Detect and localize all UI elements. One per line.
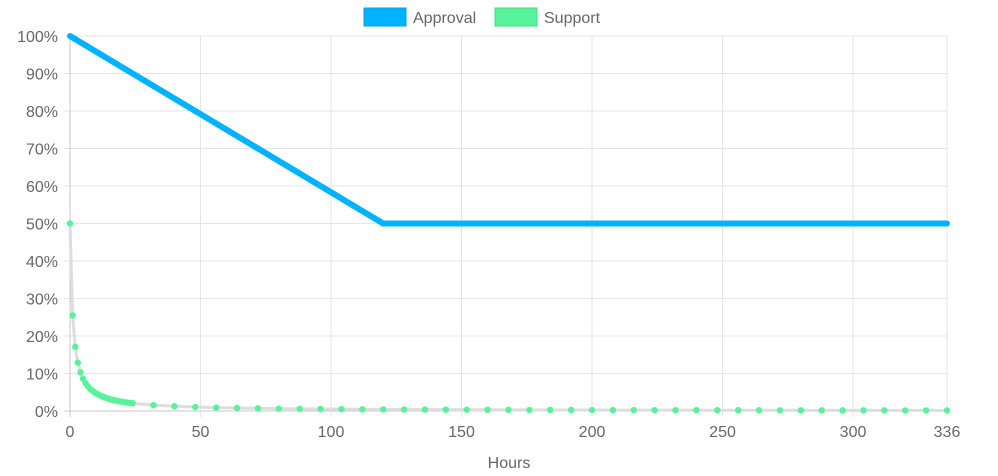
support-point	[463, 406, 470, 413]
y-tick-label: 40%	[26, 254, 58, 271]
support-point	[902, 407, 909, 414]
support-point	[69, 312, 76, 319]
support-point	[421, 406, 429, 413]
y-tick-label: 10%	[26, 367, 58, 384]
support-point	[72, 343, 79, 351]
support-point	[693, 406, 700, 414]
support-point	[776, 407, 784, 414]
support-point	[588, 406, 596, 414]
legend-label-approval[interactable]: Approval	[413, 10, 476, 27]
support-point	[74, 359, 82, 366]
support-point	[150, 401, 157, 409]
support-point	[275, 405, 283, 412]
support-point	[734, 407, 742, 414]
support-point	[296, 405, 303, 413]
support-point	[66, 220, 74, 227]
support-point	[818, 407, 825, 414]
support-point	[505, 406, 512, 414]
y-tick-label: 100%	[17, 29, 58, 46]
y-tick-label: 60%	[26, 179, 58, 196]
x-tick-label: 50	[192, 424, 210, 441]
support-point	[755, 407, 763, 414]
support-point	[254, 405, 262, 412]
support-line	[68, 223, 948, 412]
x-axis-label: Hours	[488, 455, 531, 472]
approval-line	[68, 33, 947, 227]
x-tick-label: 336	[934, 424, 961, 441]
x-tick-label: 0	[66, 424, 75, 441]
support-point	[233, 404, 241, 412]
support-point	[567, 406, 575, 414]
support-point	[129, 400, 136, 407]
legend: Approval Support	[363, 7, 601, 27]
y-tick-label: 50%	[26, 217, 58, 234]
support-point	[881, 407, 888, 414]
support-point	[77, 369, 84, 376]
support-point	[212, 404, 220, 411]
support-point	[672, 406, 679, 414]
approval-point	[944, 220, 950, 227]
support-point	[839, 407, 846, 414]
support-point	[359, 406, 366, 413]
support-point	[547, 406, 554, 414]
support-point	[630, 406, 637, 414]
x-tick-label: 150	[448, 424, 475, 441]
support-point	[797, 407, 805, 414]
approval-point	[67, 33, 73, 39]
support-point	[171, 403, 178, 410]
support-point	[922, 407, 930, 414]
legend-label-support[interactable]: Support	[544, 10, 601, 27]
support-point	[317, 405, 324, 413]
support-point	[526, 406, 533, 414]
x-tick-label: 100	[318, 424, 345, 441]
x-tick-label: 200	[579, 424, 606, 441]
x-tick-label: 250	[709, 424, 736, 441]
support-point	[609, 406, 617, 414]
support-point	[860, 407, 867, 414]
y-tick-label: 80%	[26, 104, 58, 121]
support-point	[380, 406, 387, 413]
y-tick-label: 30%	[26, 292, 58, 309]
support-point	[714, 407, 721, 414]
support-point	[484, 406, 491, 413]
y-tick-label: 70%	[26, 142, 58, 159]
y-tick-label: 20%	[26, 329, 58, 346]
support-point	[442, 406, 450, 413]
x-tick-label: 300	[840, 424, 867, 441]
support-point	[400, 406, 408, 413]
y-tick-label: 0%	[35, 404, 58, 421]
support-point	[943, 407, 951, 414]
y-tick-label: 90%	[26, 67, 58, 84]
support-point	[338, 405, 345, 413]
support-point	[192, 403, 199, 411]
legend-swatch-approval[interactable]	[363, 7, 407, 27]
approval-point	[380, 220, 387, 227]
support-point	[651, 406, 658, 414]
legend-swatch-support[interactable]	[494, 7, 538, 27]
